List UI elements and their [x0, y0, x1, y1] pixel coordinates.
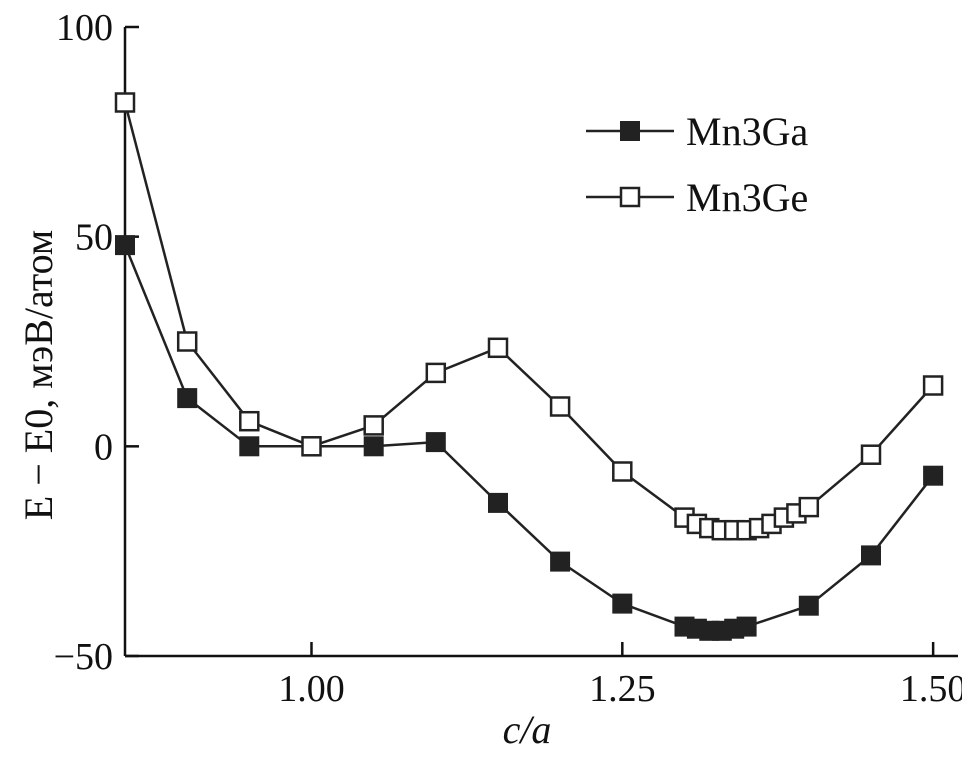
- data-point: [736, 616, 757, 637]
- legend: Mn3Ga Mn3Ge: [586, 109, 808, 220]
- data-point: [488, 492, 508, 513]
- data-point: [301, 436, 322, 457]
- series-line: [123, 244, 935, 633]
- data-point: [922, 375, 944, 396]
- y-axis-label: E − E0, мэВ/атом: [16, 230, 61, 520]
- series-0: [115, 235, 944, 641]
- legend-marker-mn3ge: [619, 186, 641, 208]
- legend-item-mn3ga: Mn3Ga: [586, 109, 808, 154]
- legend-label-mn3ga: Mn3Ga: [686, 109, 808, 154]
- data-point: [239, 410, 260, 432]
- y-tick-label: −50: [54, 636, 113, 678]
- data-point: [176, 331, 198, 352]
- data-point: [363, 436, 384, 457]
- data-point: [612, 461, 633, 482]
- data-point: [363, 415, 384, 436]
- series-1: [114, 92, 944, 541]
- data-point: [177, 388, 198, 409]
- data-point: [612, 593, 633, 614]
- data-point: [798, 496, 820, 518]
- series-line: [123, 102, 935, 532]
- series-layer: [114, 92, 944, 641]
- axes: [123, 27, 958, 658]
- data-point: [425, 432, 446, 453]
- legend-item-mn3ge: Mn3Ge: [586, 175, 808, 220]
- x-tick-label: 1.00: [278, 668, 345, 710]
- data-point: [860, 444, 882, 465]
- data-point: [239, 436, 260, 457]
- x-tick-label: 1.50: [900, 668, 962, 710]
- x-tick-label: 1.25: [589, 668, 656, 710]
- data-point: [425, 362, 447, 384]
- legend-marker-mn3ga: [620, 121, 640, 141]
- data-point: [115, 235, 135, 256]
- x-ticks: 1.00 1.25 1.50: [278, 642, 962, 710]
- data-point: [114, 92, 136, 113]
- data-point: [487, 337, 509, 359]
- y-ticks: −50 0 50 100: [54, 7, 139, 678]
- data-point: [861, 545, 881, 566]
- data-point: [923, 465, 944, 486]
- y-tick-label: 0: [94, 426, 113, 468]
- data-point: [798, 595, 819, 616]
- data-point: [549, 396, 571, 417]
- data-point: [550, 551, 571, 572]
- legend-label-mn3ge: Mn3Ge: [686, 175, 808, 220]
- y-tick-label: 100: [56, 7, 113, 49]
- y-tick-label: 50: [75, 217, 113, 259]
- x-axis-label: c/a: [503, 707, 552, 752]
